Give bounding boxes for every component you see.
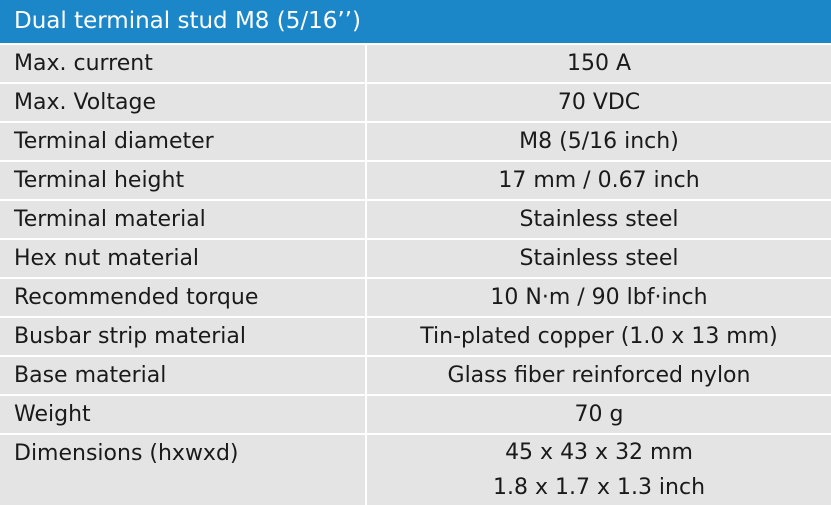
table-row: Hex nut material Stainless steel: [0, 240, 831, 277]
spec-value: Stainless steel: [519, 207, 679, 232]
spec-value-cell: 70 g: [367, 396, 831, 433]
spec-value-cell: 17 mm / 0.67 inch: [367, 162, 831, 199]
spec-value-cell: 10 N·m / 90 lbf·inch: [367, 279, 831, 316]
spec-label: Max. current: [0, 45, 365, 82]
table-body: Max. current 150 A Max. Voltage 70 VDC Termi…: [0, 45, 831, 505]
spec-label: Base material: [0, 357, 365, 394]
spec-value: Stainless steel: [519, 246, 679, 271]
spec-label: Terminal height: [0, 162, 365, 199]
table-row: Busbar strip material Tin-plated copper (…: [0, 318, 831, 355]
spec-value: 17 mm / 0.67 inch: [498, 168, 700, 193]
table-title: Dual terminal stud M8 (5/16’’): [0, 0, 831, 43]
spec-value-cell: Glass fiber reinforced nylon: [367, 357, 831, 394]
table-row: Terminal height 17 mm / 0.67 inch: [0, 162, 831, 199]
spec-label: Terminal material: [0, 201, 365, 238]
table-row: Base material Glass fiber reinforced nylo…: [0, 357, 831, 394]
spec-value: 70 g: [574, 402, 624, 427]
table-row: Max. Voltage 70 VDC: [0, 84, 831, 121]
spec-value: Glass fiber reinforced nylon: [447, 363, 751, 388]
spec-value: 70 VDC: [557, 90, 641, 115]
spec-value-cell: 45 x 43 x 32 mm 1.8 x 1.7 x 1.3 inch: [367, 435, 831, 505]
table-row: Recommended torque 10 N·m / 90 lbf·inch: [0, 279, 831, 316]
spec-label: Weight: [0, 396, 365, 433]
spec-label: Recommended torque: [0, 279, 365, 316]
spec-label: Max. Voltage: [0, 84, 365, 121]
table-row: Max. current 150 A: [0, 45, 831, 82]
spec-value-cell: Stainless steel: [367, 240, 831, 277]
spec-value: 1.8 x 1.7 x 1.3 inch: [492, 475, 706, 500]
spec-value-cell: M8 (5/16 inch): [367, 123, 831, 160]
table-row: Weight 70 g: [0, 396, 831, 433]
table-row: Dimensions (hxwxd) 45 x 43 x 32 mm 1.8 x 1…: [0, 435, 831, 505]
spec-value-cell: 150 A: [367, 45, 831, 82]
spec-label: Busbar strip material: [0, 318, 365, 355]
spec-value-cell: 70 VDC: [367, 84, 831, 121]
spec-value: Tin-plated copper (1.0 x 13 mm): [420, 324, 778, 349]
spec-value-cell: Stainless steel: [367, 201, 831, 238]
spec-value-cell: Tin-plated copper (1.0 x 13 mm): [367, 318, 831, 355]
spec-label: Dimensions (hxwxd): [0, 435, 365, 505]
spec-label: Hex nut material: [0, 240, 365, 277]
spec-value: 10 N·m / 90 lbf·inch: [490, 285, 708, 310]
spec-label: Terminal diameter: [0, 123, 365, 160]
table-row: Terminal material Stainless steel: [0, 201, 831, 238]
spec-value: 45 x 43 x 32 mm: [505, 440, 693, 465]
table-row: Terminal diameter M8 (5/16 inch): [0, 123, 831, 160]
spec-value: M8 (5/16 inch): [519, 129, 679, 154]
spec-value: 150 A: [566, 51, 632, 76]
